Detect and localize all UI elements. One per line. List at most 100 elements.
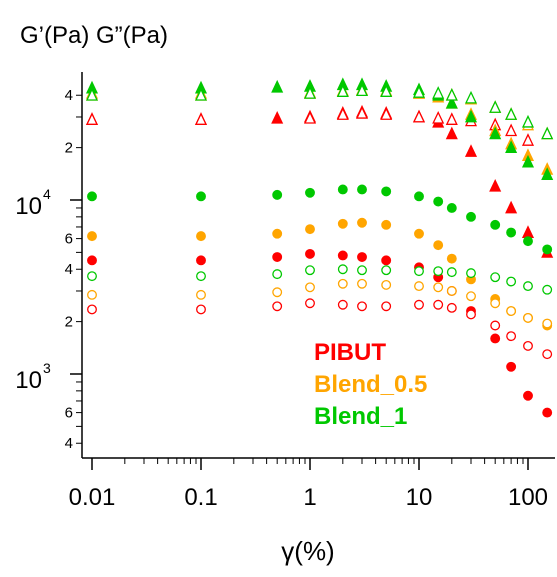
data-point: [446, 302, 457, 313]
data-point: [355, 106, 369, 119]
series-0: [85, 104, 554, 258]
legend-entry: PIBUT: [314, 339, 386, 366]
data-point: [196, 304, 206, 315]
data-point: [336, 84, 349, 97]
data-point: [490, 219, 501, 230]
data-point: [303, 110, 317, 124]
data-point: [87, 255, 97, 266]
data-point: [489, 126, 502, 140]
series-6: [87, 248, 553, 418]
x-tick-label: 0.01: [69, 484, 116, 511]
y-tick-label: 6: [65, 231, 73, 248]
data-point: [87, 231, 97, 242]
data-point: [271, 110, 284, 124]
data-point: [505, 123, 518, 137]
data-point: [85, 87, 99, 101]
data-point: [337, 278, 348, 289]
data-point: [490, 320, 501, 331]
data-point: [381, 279, 392, 290]
data-point: [271, 79, 284, 93]
data-point: [523, 340, 533, 351]
series-10: [87, 184, 553, 255]
data-point: [521, 133, 535, 146]
data-point: [445, 95, 458, 109]
x-tick-label: 1: [303, 484, 316, 511]
data-point: [542, 284, 553, 295]
data-point: [337, 250, 348, 261]
data-point: [381, 265, 392, 276]
data-point: [446, 267, 457, 278]
series-3: [85, 83, 554, 140]
data-point: [523, 236, 533, 247]
data-point: [305, 282, 315, 293]
y-tick-label: 4: [65, 261, 73, 278]
data-point: [505, 140, 518, 154]
data-point: [523, 390, 533, 401]
data-point: [381, 219, 392, 230]
data-point: [433, 299, 444, 310]
data-point: [272, 269, 283, 280]
data-point: [196, 271, 206, 282]
data-point: [542, 318, 553, 329]
data-point: [414, 266, 424, 277]
data-point: [506, 331, 517, 342]
data-point: [414, 299, 424, 310]
data-point: [445, 87, 458, 101]
data-point: [196, 231, 206, 242]
data-point: [380, 107, 393, 120]
y-tick-label: 4: [65, 87, 73, 104]
series-4: [85, 77, 554, 180]
data-point: [433, 196, 444, 207]
data-point: [541, 126, 554, 140]
data-point: [414, 228, 424, 239]
data-point: [466, 309, 476, 320]
data-point: [337, 299, 348, 310]
data-point: [505, 200, 518, 214]
data-point: [521, 225, 535, 238]
data-point: [303, 86, 317, 99]
data-point: [357, 301, 367, 312]
y-tick-label: 10: [15, 193, 42, 220]
data-point: [272, 189, 283, 200]
data-point: [87, 191, 97, 202]
y-tick-label: 2: [65, 140, 73, 157]
data-point: [305, 248, 315, 259]
data-point: [272, 301, 283, 312]
data-point: [433, 266, 444, 277]
data-point: [414, 281, 424, 292]
data-point: [489, 100, 502, 113]
data-point: [357, 278, 367, 289]
data-point: [85, 112, 99, 125]
y-tick-label: 6: [65, 405, 73, 422]
data-point: [412, 85, 426, 98]
data-point: [490, 333, 501, 344]
data-point: [464, 144, 478, 157]
data-point: [194, 87, 208, 101]
data-point: [337, 264, 348, 275]
y-tick-exponent: 3: [43, 360, 51, 376]
data-point: [381, 255, 392, 266]
data-point: [433, 282, 444, 293]
data-point: [521, 154, 535, 168]
series-7: [87, 298, 553, 360]
data-point: [272, 287, 283, 298]
data-point: [381, 186, 392, 197]
data-point: [542, 244, 553, 255]
series-2: [85, 82, 554, 175]
data-point: [506, 227, 517, 238]
x-tick-label: 10: [406, 484, 433, 511]
data-point: [87, 271, 97, 282]
data-point: [490, 298, 501, 309]
data-point: [412, 109, 426, 123]
data-point: [357, 265, 367, 276]
data-point: [357, 252, 367, 263]
x-axis-label: γ(%): [281, 536, 334, 566]
data-point: [355, 83, 369, 97]
data-point: [433, 240, 444, 251]
data-point: [196, 191, 206, 202]
data-point: [305, 224, 315, 235]
data-point: [87, 304, 97, 315]
series-5: [85, 83, 554, 140]
